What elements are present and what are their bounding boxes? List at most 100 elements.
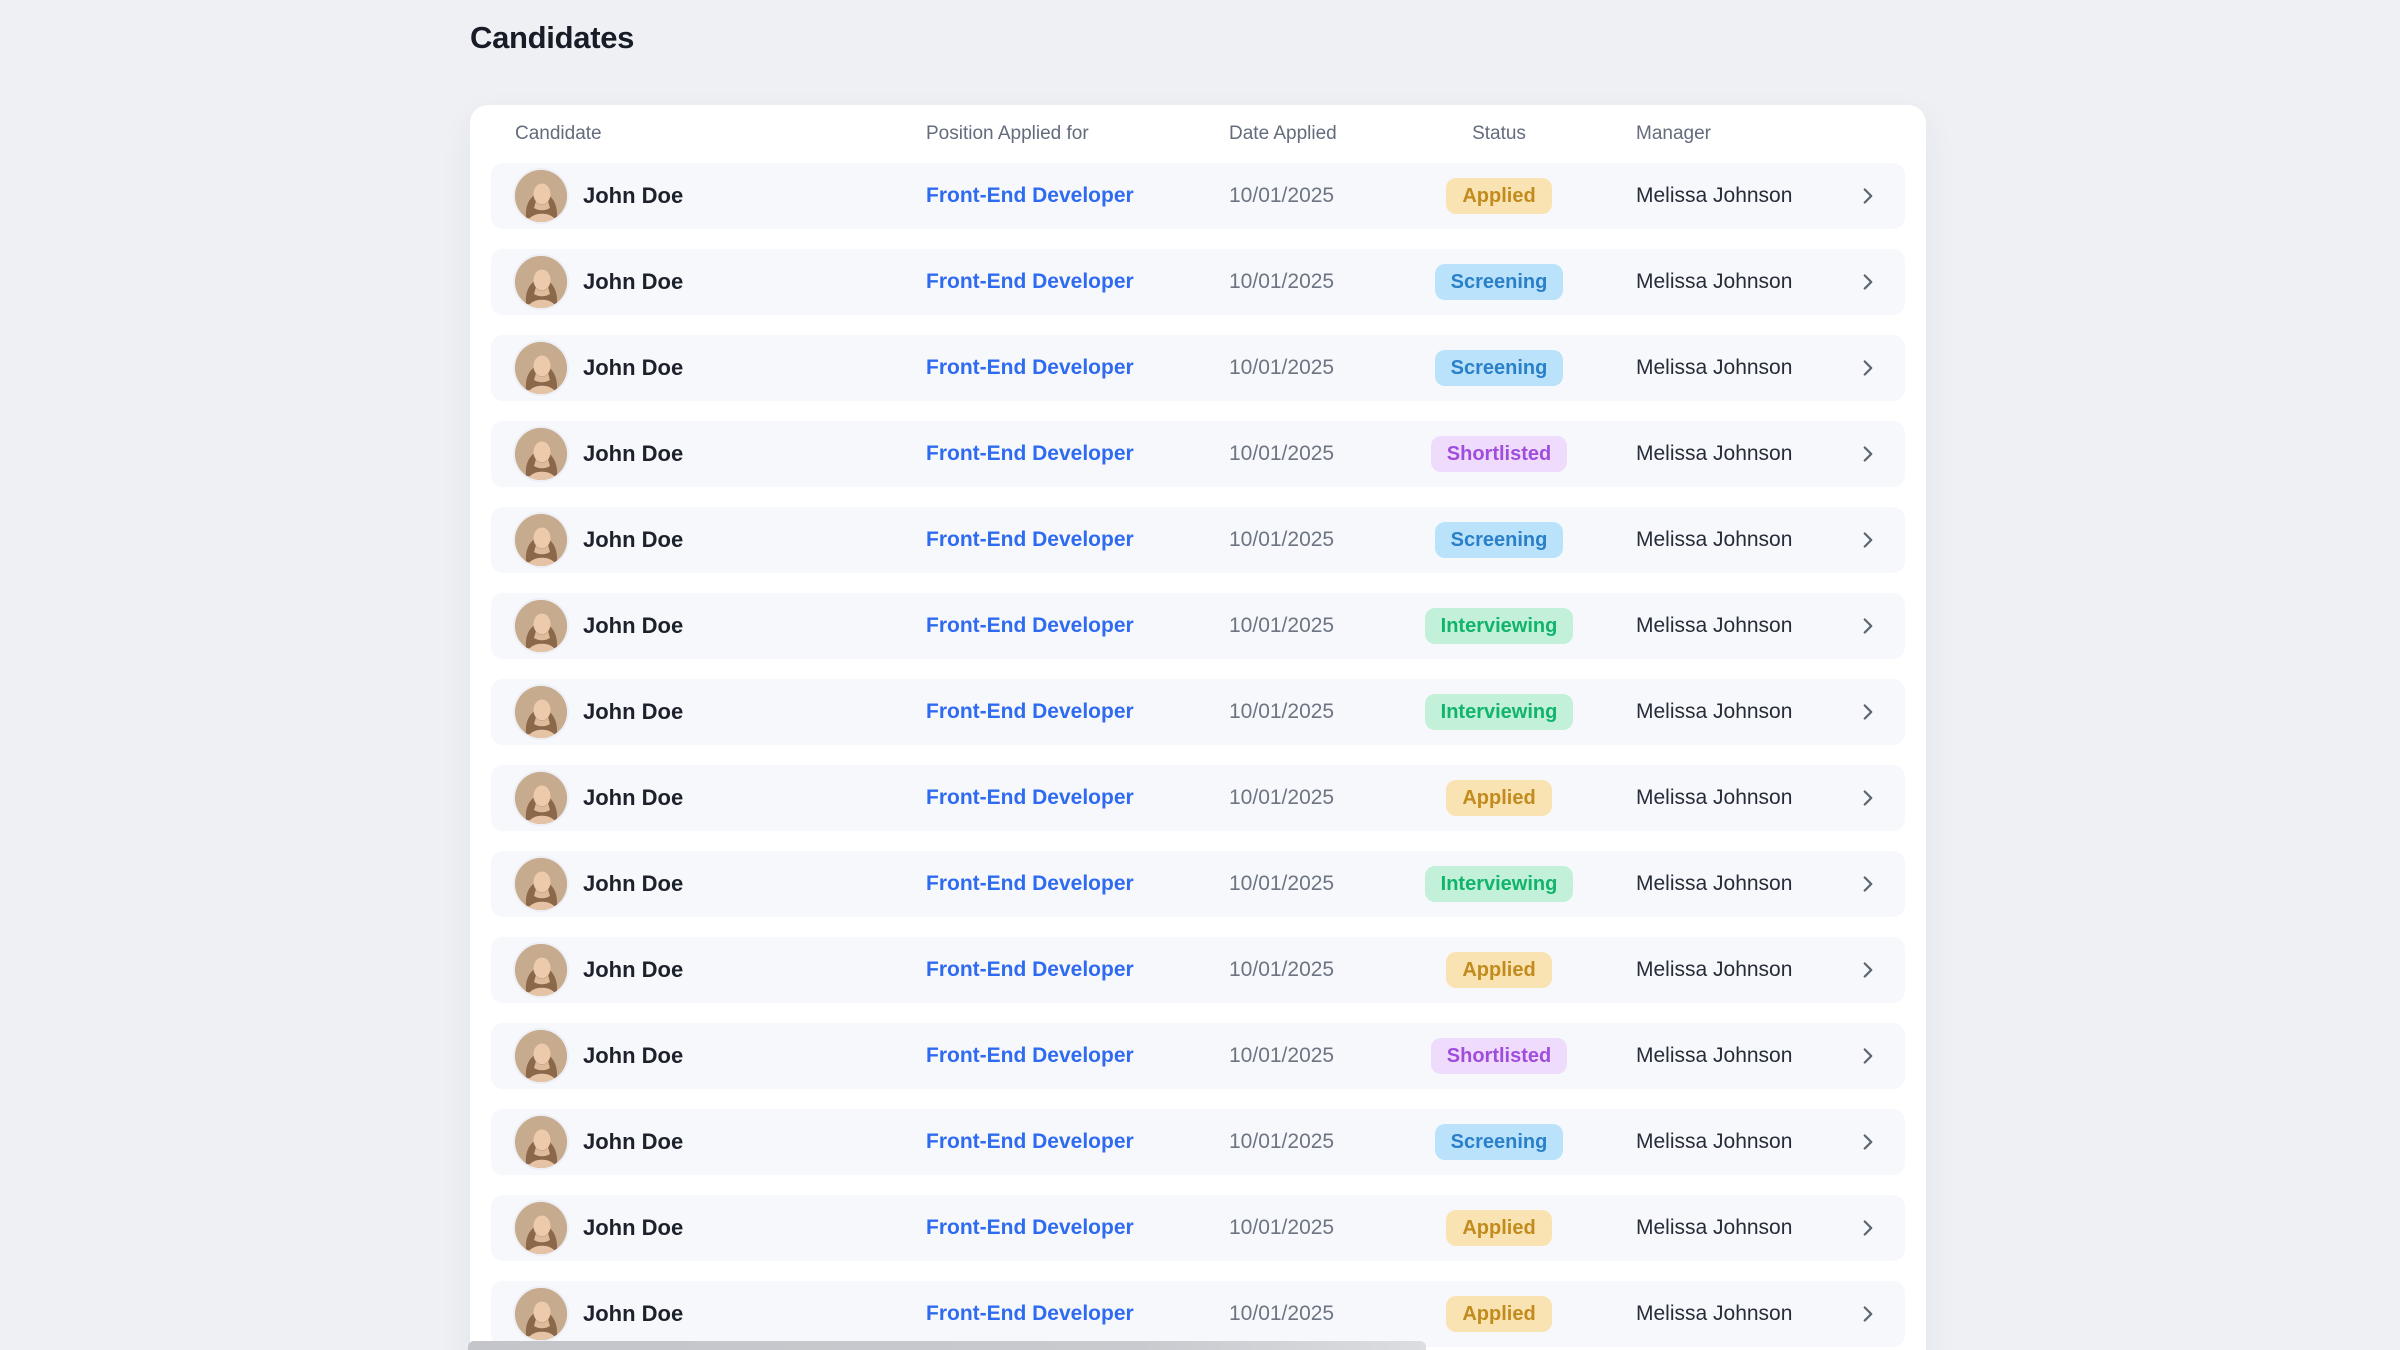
row-chevron[interactable]	[1853, 785, 1881, 811]
chevron-right-icon	[1863, 188, 1873, 204]
row-chevron[interactable]	[1853, 355, 1881, 381]
manager-name: Melissa Johnson	[1636, 528, 1793, 551]
status-badge: Screening	[1434, 1124, 1564, 1160]
chevron-right-icon	[1863, 1048, 1873, 1064]
manager-name: Melissa Johnson	[1636, 1044, 1793, 1067]
candidate-name: John Doe	[583, 527, 684, 552]
position-link[interactable]: Front-End Developer	[926, 872, 1134, 895]
table-row[interactable]: John Doe Front-End Developer 10/01/2025 …	[491, 507, 1905, 573]
position-link[interactable]: Front-End Developer	[926, 786, 1134, 809]
position-link[interactable]: Front-End Developer	[926, 442, 1134, 465]
chevron-right-icon	[1863, 532, 1873, 548]
position-link[interactable]: Front-End Developer	[926, 528, 1134, 551]
table-row[interactable]: John Doe Front-End Developer 10/01/2025 …	[491, 163, 1905, 229]
candidate-name: John Doe	[583, 957, 684, 982]
candidate-avatar	[515, 256, 567, 308]
row-chevron[interactable]	[1853, 1215, 1881, 1241]
chevron-right-icon	[1863, 618, 1873, 634]
row-chevron[interactable]	[1853, 613, 1881, 639]
manager-name: Melissa Johnson	[1636, 614, 1793, 637]
table-row[interactable]: John Doe Front-End Developer 10/01/2025 …	[491, 851, 1905, 917]
status-badge: Interviewing	[1424, 866, 1574, 902]
status-badge: Interviewing	[1424, 608, 1574, 644]
table-row[interactable]: John Doe Front-End Developer 10/01/2025 …	[491, 765, 1905, 831]
horizontal-scrollbar-thumb[interactable]	[468, 1341, 1426, 1350]
position-link[interactable]: Front-End Developer	[926, 1216, 1134, 1239]
table-row[interactable]: John Doe Front-End Developer 10/01/2025 …	[491, 249, 1905, 315]
table-row[interactable]: John Doe Front-End Developer 10/01/2025 …	[491, 1023, 1905, 1089]
table-row[interactable]: John Doe Front-End Developer 10/01/2025 …	[491, 1109, 1905, 1175]
row-chevron[interactable]	[1853, 1129, 1881, 1155]
candidates-table-card: Candidate Position Applied for Date Appl…	[470, 105, 1926, 1350]
table-row[interactable]: John Doe Front-End Developer 10/01/2025 …	[491, 335, 1905, 401]
position-link[interactable]: Front-End Developer	[926, 700, 1134, 723]
position-link[interactable]: Front-End Developer	[926, 356, 1134, 379]
status-badge: Interviewing	[1424, 694, 1574, 730]
manager-name: Melissa Johnson	[1636, 184, 1793, 207]
col-header-manager: Manager	[1636, 123, 1711, 144]
row-chevron[interactable]	[1853, 1043, 1881, 1069]
chevron-right-icon	[1863, 1306, 1873, 1322]
chevron-right-icon	[1863, 274, 1873, 290]
row-chevron[interactable]	[1853, 183, 1881, 209]
candidate-avatar	[515, 858, 567, 910]
candidate-avatar	[515, 686, 567, 738]
candidate-avatar	[515, 428, 567, 480]
position-link[interactable]: Front-End Developer	[926, 1130, 1134, 1153]
date-applied: 10/01/2025	[1229, 1216, 1335, 1239]
chevron-right-icon	[1863, 1134, 1873, 1150]
table-row[interactable]: John Doe Front-End Developer 10/01/2025 …	[491, 1281, 1905, 1347]
manager-name: Melissa Johnson	[1636, 442, 1793, 465]
date-applied: 10/01/2025	[1229, 356, 1335, 379]
date-applied: 10/01/2025	[1229, 786, 1335, 809]
row-chevron[interactable]	[1853, 871, 1881, 897]
position-link[interactable]: Front-End Developer	[926, 184, 1134, 207]
col-header-date-applied: Date Applied	[1229, 123, 1337, 144]
col-header-position: Position Applied for	[926, 123, 1089, 144]
date-applied: 10/01/2025	[1229, 614, 1335, 637]
candidate-name: John Doe	[583, 269, 684, 294]
row-chevron[interactable]	[1853, 699, 1881, 725]
date-applied: 10/01/2025	[1229, 184, 1335, 207]
candidate-name: John Doe	[583, 785, 684, 810]
position-link[interactable]: Front-End Developer	[926, 1302, 1134, 1325]
status-badge: Applied	[1446, 952, 1552, 988]
manager-name: Melissa Johnson	[1636, 356, 1793, 379]
date-applied: 10/01/2025	[1229, 1130, 1335, 1153]
date-applied: 10/01/2025	[1229, 442, 1335, 465]
table-row[interactable]: John Doe Front-End Developer 10/01/2025 …	[491, 1195, 1905, 1261]
position-link[interactable]: Front-End Developer	[926, 270, 1134, 293]
date-applied: 10/01/2025	[1229, 700, 1335, 723]
row-chevron[interactable]	[1853, 441, 1881, 467]
date-applied: 10/01/2025	[1229, 1044, 1335, 1067]
table-row[interactable]: John Doe Front-End Developer 10/01/2025 …	[491, 421, 1905, 487]
candidate-avatar	[515, 944, 567, 996]
table-row[interactable]: John Doe Front-End Developer 10/01/2025 …	[491, 937, 1905, 1003]
manager-name: Melissa Johnson	[1636, 1216, 1793, 1239]
row-chevron[interactable]	[1853, 527, 1881, 553]
position-link[interactable]: Front-End Developer	[926, 614, 1134, 637]
candidate-name: John Doe	[583, 441, 684, 466]
chevron-right-icon	[1863, 790, 1873, 806]
candidate-avatar	[515, 170, 567, 222]
page-title: Candidates	[470, 20, 635, 55]
row-chevron[interactable]	[1853, 269, 1881, 295]
row-chevron[interactable]	[1853, 957, 1881, 983]
position-link[interactable]: Front-End Developer	[926, 1044, 1134, 1067]
status-badge: Applied	[1446, 178, 1552, 214]
candidate-name: John Doe	[583, 699, 684, 724]
manager-name: Melissa Johnson	[1636, 700, 1793, 723]
candidate-name: John Doe	[583, 1215, 684, 1240]
row-chevron[interactable]	[1853, 1301, 1881, 1327]
candidate-name: John Doe	[583, 871, 684, 896]
status-badge: Applied	[1446, 1210, 1552, 1246]
date-applied: 10/01/2025	[1229, 270, 1335, 293]
table-row[interactable]: John Doe Front-End Developer 10/01/2025 …	[491, 679, 1905, 745]
table-row[interactable]: John Doe Front-End Developer 10/01/2025 …	[491, 593, 1905, 659]
candidate-avatar	[515, 1202, 567, 1254]
status-badge: Screening	[1434, 522, 1564, 558]
candidate-name: John Doe	[583, 613, 684, 638]
status-badge: Applied	[1446, 780, 1552, 816]
position-link[interactable]: Front-End Developer	[926, 958, 1134, 981]
chevron-right-icon	[1863, 704, 1873, 720]
